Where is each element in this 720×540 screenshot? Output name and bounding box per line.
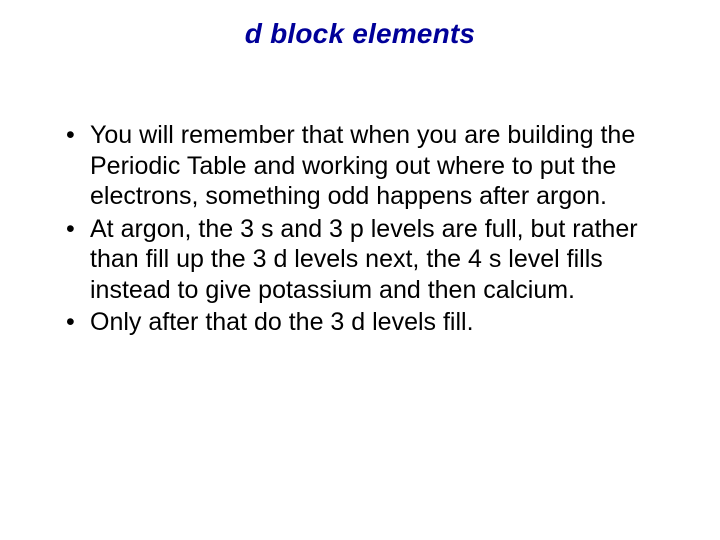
slide-title: d block elements: [40, 18, 680, 50]
bullet-item: At argon, the 3 s and 3 p levels are ful…: [66, 214, 680, 306]
slide: d block elements You will remember that …: [0, 0, 720, 540]
bullet-item: You will remember that when you are buil…: [66, 120, 680, 212]
bullet-item: Only after that do the 3 d levels fill.: [66, 307, 680, 338]
bullet-list: You will remember that when you are buil…: [40, 120, 680, 338]
